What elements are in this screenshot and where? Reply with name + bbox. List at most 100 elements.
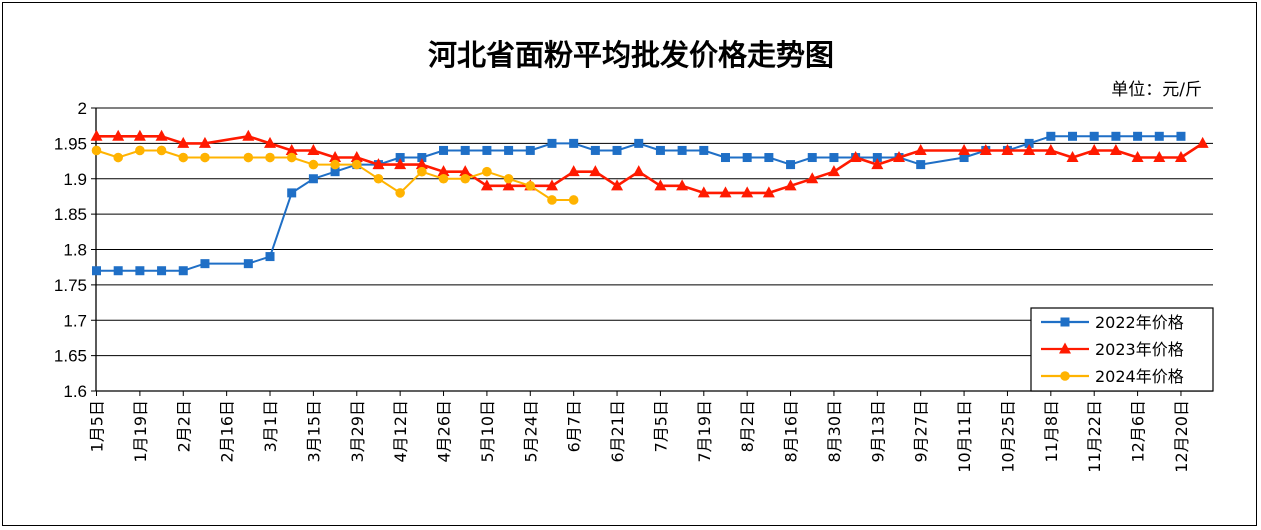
data-point	[654, 179, 667, 191]
data-point	[786, 160, 796, 170]
x-tick-label: 7月5日	[651, 400, 670, 452]
x-tick-label: 10月11日	[955, 400, 974, 473]
y-tick-label: 1.75	[54, 276, 87, 295]
data-point	[286, 152, 297, 163]
x-tick-label: 12月6日	[1129, 400, 1148, 463]
unit-label: 单位：元/斤	[1111, 80, 1202, 100]
series-1	[92, 131, 1186, 276]
y-tick-label: 1.8	[63, 241, 87, 260]
x-tick-label: 5月10日	[478, 400, 497, 463]
data-point	[459, 165, 472, 177]
data-point	[133, 129, 146, 141]
legend-label: 2024年价格	[1095, 367, 1184, 386]
legend-marker	[1060, 371, 1070, 381]
legend-marker	[1059, 342, 1071, 354]
data-point	[1109, 143, 1122, 155]
y-axis-ticks: 1.6 1.65 1.7 1.75 1.8 1.85 1.9 1.95 2	[54, 99, 96, 401]
data-point	[373, 173, 384, 184]
x-tick-label: 4月26日	[435, 400, 454, 463]
legend: 2022年价格 2023年价格 2024年价格	[1030, 307, 1214, 392]
data-point	[699, 145, 709, 155]
data-point	[156, 145, 167, 156]
data-point	[806, 172, 819, 184]
data-point	[589, 165, 602, 177]
data-point	[1046, 131, 1056, 141]
data-point	[720, 153, 730, 163]
x-tick-label: 7月19日	[695, 400, 714, 463]
data-point	[372, 158, 385, 170]
data-point	[1001, 143, 1014, 155]
data-point	[567, 165, 580, 177]
series-line	[96, 149, 574, 201]
data-point	[92, 266, 101, 276]
data-point	[762, 186, 775, 198]
data-point	[285, 143, 298, 155]
data-point	[502, 179, 515, 191]
x-tick-label: 8月2日	[738, 400, 757, 452]
data-point	[525, 145, 535, 155]
series-lines	[90, 129, 1209, 276]
data-point	[178, 152, 189, 163]
data-point	[697, 186, 710, 198]
data-point	[91, 145, 102, 156]
data-point	[958, 143, 971, 155]
series-3	[91, 145, 579, 205]
data-point	[287, 188, 297, 198]
data-point	[677, 145, 687, 155]
y-tick-label: 2	[78, 99, 87, 118]
data-point	[243, 259, 253, 269]
chart-title: 河北省面粉平均批发价格走势图	[428, 38, 834, 72]
data-point	[330, 159, 340, 170]
data-point	[350, 151, 363, 163]
data-point	[177, 136, 190, 148]
data-point	[135, 145, 145, 156]
x-tick-label: 11月22日	[1085, 400, 1104, 473]
x-tick-label: 8月16日	[782, 400, 801, 463]
data-point	[155, 129, 168, 141]
data-point	[265, 252, 275, 262]
data-point	[914, 143, 927, 155]
legend-label: 2022年价格	[1095, 313, 1184, 332]
data-point	[545, 179, 558, 191]
data-point	[547, 138, 557, 148]
data-point	[265, 152, 275, 163]
data-point	[417, 166, 427, 177]
data-point	[634, 138, 644, 148]
data-point	[417, 153, 427, 163]
legend-label: 2023年价格	[1095, 340, 1184, 359]
data-point	[764, 153, 774, 163]
data-point	[827, 165, 840, 177]
data-point	[394, 158, 407, 170]
data-point	[1153, 151, 1166, 163]
data-point	[307, 143, 320, 155]
data-point	[1196, 136, 1209, 148]
y-tick-label: 1.95	[54, 134, 87, 153]
data-point	[829, 153, 839, 163]
data-point	[438, 173, 449, 184]
data-point	[198, 136, 211, 148]
legend-item: 2022年价格	[1041, 313, 1184, 332]
data-point	[1176, 131, 1186, 141]
y-tick-label: 1.9	[63, 170, 87, 189]
data-point	[308, 159, 319, 170]
gridlines	[96, 107, 1213, 392]
data-point	[1066, 151, 1079, 163]
data-point	[329, 151, 342, 163]
x-tick-label: 10月25日	[998, 400, 1017, 473]
x-tick-label: 9月13日	[868, 400, 887, 463]
legend-item: 2024年价格	[1041, 367, 1184, 386]
data-point	[1131, 151, 1144, 163]
data-point	[157, 266, 167, 276]
y-tick-label: 1.85	[54, 205, 87, 224]
data-point	[1068, 131, 1078, 141]
data-point	[1174, 151, 1187, 163]
data-point	[784, 179, 797, 191]
y-tick-label: 1.6	[63, 382, 87, 401]
data-point	[439, 145, 449, 155]
legend-item: 2023年价格	[1041, 340, 1184, 359]
data-point	[611, 179, 624, 191]
series-line	[96, 135, 1181, 272]
y-tick-label: 1.65	[54, 347, 87, 366]
x-tick-label: 2月2日	[174, 400, 193, 452]
